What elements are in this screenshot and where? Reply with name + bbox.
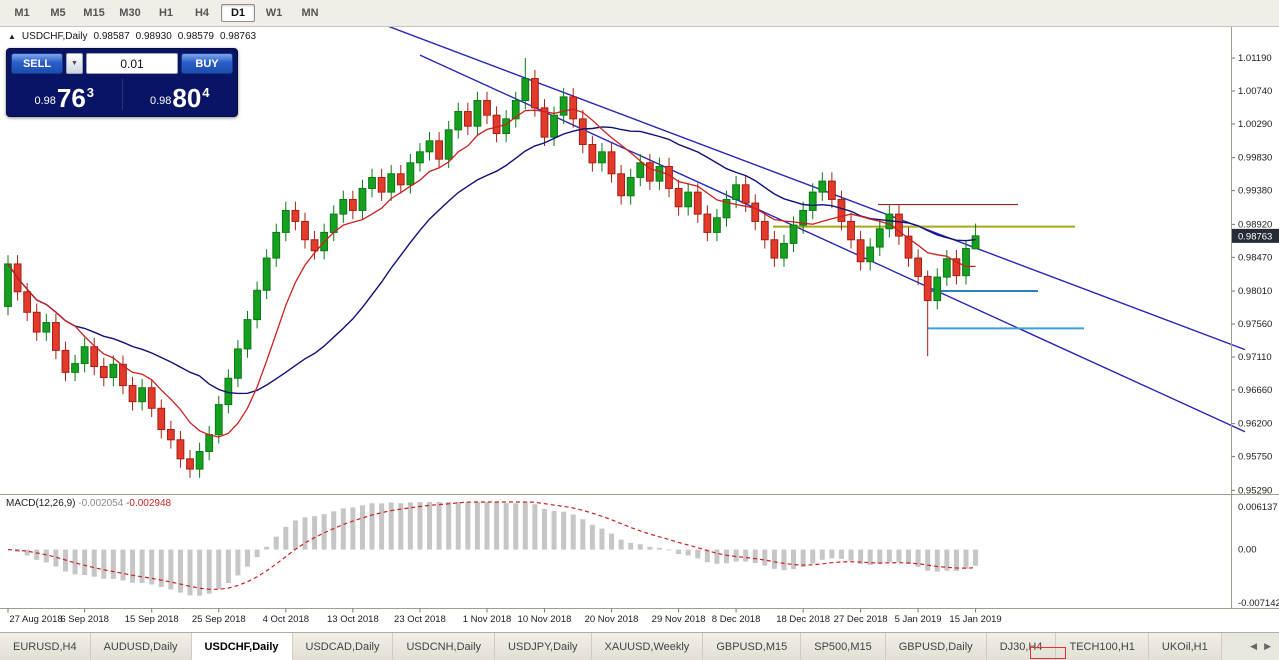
svg-text:15 Jan 2019: 15 Jan 2019: [949, 614, 1001, 625]
sell-price[interactable]: 0.98 76 3: [11, 77, 118, 112]
tab-usdchf-daily[interactable]: USDCHF,Daily: [191, 633, 293, 660]
timeframe-button-w1[interactable]: W1: [265, 7, 283, 19]
sell-button[interactable]: SELL: [11, 53, 63, 74]
chart-ohlc-header: ▲ USDCHF,Daily 0.98587 0.98930 0.98579 0…: [8, 31, 256, 42]
tab-scroll-controls: ◀ ▶: [1242, 633, 1279, 660]
svg-text:0.98763: 0.98763: [1238, 231, 1272, 242]
timeframe-button-mn[interactable]: MN: [301, 7, 319, 19]
svg-text:27 Dec 2018: 27 Dec 2018: [834, 614, 888, 625]
one-click-trading-panel: SELL ▼ 0.01 BUY 0.98 76 3 0.98 80 4: [6, 48, 238, 117]
annotation-box: [1030, 647, 1066, 659]
tab-sp500-m15[interactable]: SP500,M15: [801, 633, 886, 660]
axes: 1.01190 1.00740 1.00290 0.99830 0.99380 0.989…: [0, 27, 1279, 625]
macd-indicator-label: MACD(12,26,9) -0.002054 -0.002948: [6, 498, 172, 509]
svg-text:13 Oct 2018: 13 Oct 2018: [327, 614, 379, 625]
sell-price-big-figure: 0.98: [34, 95, 56, 107]
tab-usdcnh-daily[interactable]: USDCNH,Daily: [393, 633, 496, 660]
svg-text:0.98920: 0.98920: [1238, 219, 1272, 230]
tab-gbpusd-m15[interactable]: GBPUSD,M15: [703, 633, 802, 660]
volume-dropdown-button[interactable]: ▼: [66, 53, 83, 74]
svg-text:10 Nov 2018: 10 Nov 2018: [518, 614, 572, 625]
tab-dj30-h4[interactable]: DJ30,H4: [986, 633, 1057, 660]
svg-text:1.01190: 1.01190: [1238, 53, 1272, 64]
svg-text:5 Jan 2019: 5 Jan 2019: [895, 614, 942, 625]
timeframe-button-m30[interactable]: M30: [119, 7, 141, 19]
svg-text:18 Dec 2018: 18 Dec 2018: [776, 614, 830, 625]
symbol-direction-icon: ▲: [8, 32, 16, 41]
svg-text:1 Nov 2018: 1 Nov 2018: [463, 614, 512, 625]
ohlc-high: 0.98930: [135, 31, 172, 42]
timeframe-toolbar: M1 M5 M15 M30 H1 H4 D1 W1 MN: [0, 0, 1279, 27]
svg-text:0.98010: 0.98010: [1238, 286, 1272, 297]
svg-text:0.95290: 0.95290: [1238, 485, 1272, 496]
svg-text:0.97560: 0.97560: [1238, 319, 1272, 330]
tab-ukoil-h1[interactable]: UKOil,H1: [1148, 633, 1222, 660]
tab-gbpusd-daily[interactable]: GBPUSD,Daily: [885, 633, 987, 660]
tab-usdjpy-daily[interactable]: USDJPY,Daily: [495, 633, 592, 660]
svg-text:-0.007142: -0.007142: [1238, 598, 1279, 609]
ohlc-low: 0.98579: [177, 31, 214, 42]
timeframe-button-m5[interactable]: M5: [50, 7, 66, 19]
buy-price-big-figure: 0.98: [149, 95, 172, 107]
buy-button[interactable]: BUY: [181, 53, 233, 74]
svg-text:6 Sep 2018: 6 Sep 2018: [60, 614, 109, 625]
tab-scroll-right-icon[interactable]: ▶: [1264, 641, 1271, 651]
sell-price-pips: 76: [56, 83, 86, 113]
timeframe-button-m1[interactable]: M1: [14, 7, 30, 19]
svg-text:29 Nov 2018: 29 Nov 2018: [652, 614, 706, 625]
macd-pane: [7, 501, 979, 596]
horizontal-level-lines[interactable]: [773, 203, 1084, 330]
svg-text:20 Nov 2018: 20 Nov 2018: [585, 614, 639, 625]
buy-price[interactable]: 0.98 80 4: [127, 77, 234, 112]
chevron-down-icon: ▼: [71, 60, 78, 67]
chart-tabbar: EURUSD,H4 AUDUSD,Daily USDCHF,Daily USDCAD,…: [0, 632, 1279, 660]
svg-text:1.00290: 1.00290: [1238, 119, 1272, 130]
chart-symbol-label: USDCHF,Daily: [21, 31, 88, 42]
svg-text:23 Oct 2018: 23 Oct 2018: [394, 614, 446, 625]
candles: [4, 58, 980, 478]
svg-text:0.97110: 0.97110: [1238, 352, 1272, 363]
ohlc-close: 0.98763: [219, 31, 257, 42]
timeframe-button-d1[interactable]: D1: [221, 4, 255, 22]
tab-tech100-h1[interactable]: TECH100,H1: [1056, 633, 1149, 660]
svg-text:0.006137: 0.006137: [1238, 502, 1278, 513]
svg-text:0.99830: 0.99830: [1238, 153, 1272, 164]
tab-usdcad-daily[interactable]: USDCAD,Daily: [292, 633, 394, 660]
volume-input[interactable]: 0.01: [86, 53, 178, 74]
buy-price-point: 4: [202, 85, 210, 100]
timeframe-button-h4[interactable]: H4: [194, 7, 210, 19]
svg-text:0.96660: 0.96660: [1238, 385, 1272, 396]
svg-text:0.99380: 0.99380: [1238, 186, 1272, 197]
timeframe-button-m15[interactable]: M15: [83, 7, 105, 19]
sell-price-point: 3: [86, 85, 95, 100]
ohlc-open: 0.98587: [93, 31, 130, 42]
svg-text:0.95750: 0.95750: [1238, 452, 1272, 463]
svg-text:0.00: 0.00: [1238, 545, 1257, 556]
svg-text:8 Dec 2018: 8 Dec 2018: [712, 614, 761, 625]
svg-text:27 Aug 2018: 27 Aug 2018: [9, 614, 62, 625]
tab-xauusd-weekly[interactable]: XAUUSD,Weekly: [591, 633, 704, 660]
svg-text:0.96200: 0.96200: [1238, 419, 1272, 430]
trendlines[interactable]: [385, 27, 1246, 433]
tab-scroll-left-icon[interactable]: ◀: [1250, 641, 1258, 651]
timeframe-button-h1[interactable]: H1: [158, 7, 174, 19]
svg-text:25 Sep 2018: 25 Sep 2018: [192, 614, 246, 625]
current-price-tag: [1232, 228, 1279, 243]
buy-price-pips: 80: [172, 83, 202, 113]
tab-eurusd-h4[interactable]: EURUSD,H4: [0, 633, 91, 660]
moving-averages: [7, 108, 976, 438]
tab-audusd-daily[interactable]: AUDUSD,Daily: [90, 633, 192, 660]
svg-text:15 Sep 2018: 15 Sep 2018: [125, 614, 179, 625]
svg-text:1.00740: 1.00740: [1238, 86, 1272, 97]
svg-text:0.98470: 0.98470: [1238, 252, 1272, 263]
svg-text:4 Oct 2018: 4 Oct 2018: [263, 614, 309, 625]
chart-canvas[interactable]: 1.01190 1.00740 1.00290 0.99830 0.99380 0.989…: [0, 27, 1279, 632]
price-divider: [121, 79, 123, 110]
